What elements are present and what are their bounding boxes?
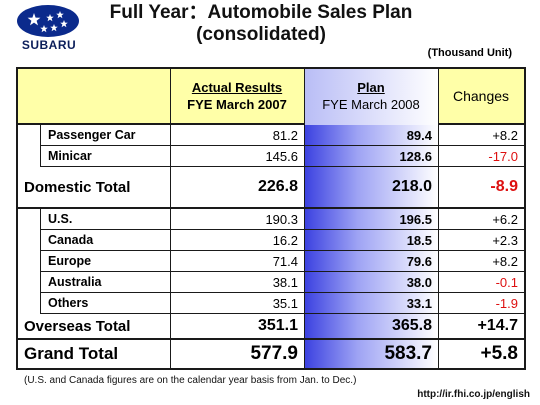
unit-label: (Thousand Unit) bbox=[427, 47, 512, 59]
table-row: Canada 16.2 18.5 +2.3 bbox=[18, 230, 524, 250]
group-indent-line bbox=[40, 209, 41, 313]
header-actual-title: Actual Results bbox=[191, 80, 283, 95]
row-label: Others bbox=[48, 296, 89, 310]
group-indent-line bbox=[40, 125, 41, 166]
change-value: +8.2 bbox=[492, 127, 518, 143]
row-label: Australia bbox=[48, 275, 102, 289]
header-changes: Changes bbox=[452, 88, 510, 104]
header-actual: Actual Results FYE March 2007 bbox=[170, 69, 304, 123]
actual-value: 190.3 bbox=[265, 211, 298, 227]
overseas-total-row: Overseas Total 351.1 365.8 +14.7 bbox=[18, 314, 524, 338]
domestic-total-row: Domestic Total 226.8 218.0 -8.9 bbox=[18, 167, 524, 207]
column-divider-3 bbox=[438, 69, 439, 368]
actual-value: 226.8 bbox=[257, 178, 298, 195]
actual-value: 577.9 bbox=[250, 343, 298, 364]
table-row: Others 35.1 33.1 -1.9 bbox=[18, 293, 524, 313]
plan-value: 365.8 bbox=[391, 317, 432, 334]
sales-plan-table: Actual Results FYE March 2007 Plan FYE M… bbox=[16, 67, 526, 370]
change-value: +2.3 bbox=[492, 232, 518, 248]
change-value: +5.8 bbox=[480, 343, 518, 364]
row-label: Europe bbox=[48, 254, 92, 268]
actual-value: 351.1 bbox=[257, 317, 298, 334]
plan-value: 128.6 bbox=[399, 148, 432, 164]
change-value: +14.7 bbox=[477, 317, 518, 334]
plan-value: 89.4 bbox=[406, 127, 432, 143]
change-value: +6.2 bbox=[492, 211, 518, 227]
row-divider bbox=[40, 313, 524, 314]
row-divider bbox=[40, 145, 524, 146]
row-label: Passenger Car bbox=[48, 128, 136, 142]
title-line-1: Full Year：Automobile Sales Plan bbox=[109, 2, 413, 23]
change-value: -17.0 bbox=[488, 148, 518, 164]
plan-header-highlight bbox=[304, 69, 438, 125]
page-title: Full Year：Automobile Sales Plan (consoli… bbox=[96, 2, 426, 46]
row-divider bbox=[40, 229, 524, 230]
header-plan-sub: FYE March 2008 bbox=[322, 97, 420, 112]
subaru-logo: SUBARU bbox=[6, 4, 92, 54]
row-label: Grand Total bbox=[24, 344, 119, 363]
table-row: Passenger Car 81.2 89.4 +8.2 bbox=[18, 125, 524, 145]
plan-value: 33.1 bbox=[406, 295, 432, 311]
actual-value: 38.1 bbox=[272, 274, 298, 290]
actual-value: 35.1 bbox=[272, 295, 298, 311]
row-divider bbox=[40, 292, 524, 293]
header-plan: Plan FYE March 2008 bbox=[304, 69, 438, 123]
column-divider-1 bbox=[170, 69, 171, 368]
footnote: (U.S. and Canada figures are on the cale… bbox=[24, 375, 357, 386]
row-label: Minicar bbox=[48, 149, 92, 163]
plan-value: 38.0 bbox=[406, 274, 432, 290]
change-value: -0.1 bbox=[495, 274, 518, 290]
table-row: U.S. 190.3 196.5 +6.2 bbox=[18, 209, 524, 229]
actual-value: 16.2 bbox=[272, 232, 298, 248]
header-plan-title: Plan bbox=[357, 80, 385, 95]
change-value: +8.2 bbox=[492, 253, 518, 269]
brand-wordmark: SUBARU bbox=[21, 38, 77, 52]
row-divider bbox=[40, 250, 524, 251]
row-divider bbox=[40, 166, 524, 167]
subaru-stars-emblem-icon bbox=[17, 5, 79, 37]
row-label: U.S. bbox=[48, 212, 73, 226]
row-label: Canada bbox=[48, 233, 94, 247]
table-row: Europe 71.4 79.6 +8.2 bbox=[18, 251, 524, 271]
header-actual-sub: FYE March 2007 bbox=[187, 97, 287, 112]
plan-value: 218.0 bbox=[391, 178, 432, 195]
table-row: Minicar 145.6 128.6 -17.0 bbox=[18, 146, 524, 166]
section-divider bbox=[18, 338, 524, 340]
actual-value: 145.6 bbox=[265, 148, 298, 164]
column-divider-2 bbox=[304, 69, 305, 368]
plan-value: 583.7 bbox=[384, 343, 432, 364]
plan-value: 196.5 bbox=[399, 211, 432, 227]
table-row: Australia 38.1 38.0 -0.1 bbox=[18, 272, 524, 292]
actual-value: 81.2 bbox=[272, 127, 298, 143]
plan-value: 18.5 bbox=[406, 232, 432, 248]
grand-total-row: Grand Total 577.9 583.7 +5.8 bbox=[18, 340, 524, 368]
table-header-row: Actual Results FYE March 2007 Plan FYE M… bbox=[18, 69, 524, 125]
ir-url: http://ir.fhi.co.jp/english bbox=[417, 389, 530, 400]
row-divider bbox=[40, 271, 524, 272]
title-line-2: (consolidated) bbox=[196, 24, 326, 45]
row-label: Domestic Total bbox=[24, 178, 131, 196]
change-value: -8.9 bbox=[490, 178, 518, 195]
row-label: Overseas Total bbox=[24, 317, 131, 335]
section-divider bbox=[18, 207, 524, 209]
change-value: -1.9 bbox=[495, 295, 518, 311]
plan-value: 79.6 bbox=[406, 253, 432, 269]
actual-value: 71.4 bbox=[272, 253, 298, 269]
